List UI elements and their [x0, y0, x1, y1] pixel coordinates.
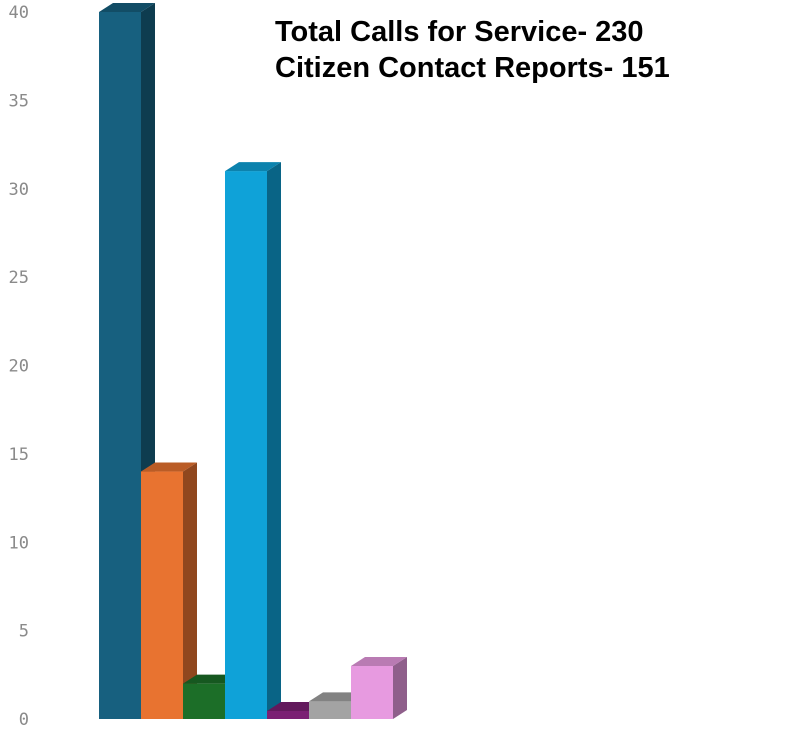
chart-title: Total Calls for Service- 230 Citizen Con…: [275, 14, 670, 86]
bar-front: [267, 711, 309, 719]
y-tick-label: 20: [9, 357, 29, 377]
y-tick-label: 25: [9, 268, 29, 288]
y-tick-label: 35: [9, 91, 29, 111]
bar: [141, 462, 197, 719]
bar-front: [141, 471, 183, 719]
bar-top: [225, 162, 281, 172]
bar-side: [267, 162, 281, 719]
bar-front: [351, 665, 393, 719]
bar-front: [99, 12, 141, 719]
bar-top: [351, 656, 407, 666]
bar-series: [99, 3, 407, 719]
bar: [225, 162, 281, 719]
bar-front: [225, 171, 267, 719]
y-tick-label: 0: [19, 710, 29, 730]
bar-top: [99, 3, 155, 12]
bar-side: [183, 462, 197, 719]
chart-title-line-1: Total Calls for Service- 230: [275, 16, 644, 48]
chart-title-line-2: Citizen Contact Reports- 151: [275, 52, 670, 84]
y-tick-label: 5: [19, 622, 29, 642]
bar-front: [309, 701, 351, 719]
bar-front: [183, 683, 225, 719]
y-tick-label: 10: [9, 533, 29, 553]
bar-side: [393, 656, 407, 719]
y-tick-label: 30: [9, 180, 29, 200]
y-axis-tick-labels: 0 5 10 15 20 25 30 35 40: [9, 3, 29, 730]
bar-top: [141, 462, 197, 472]
y-tick-label: 15: [9, 445, 29, 465]
y-tick-label: 40: [9, 3, 29, 23]
bar: [351, 656, 407, 719]
